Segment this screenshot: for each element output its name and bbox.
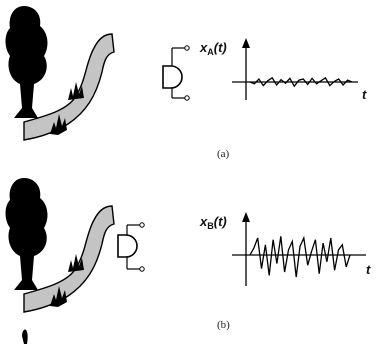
signal-label-a: xA(t)	[199, 40, 227, 57]
tree-icon	[5, 6, 48, 118]
signal-label-b: xB(t)	[199, 214, 227, 231]
tree-icon	[5, 178, 48, 290]
panel-a: xA(t) t (a)	[5, 6, 367, 160]
time-label-a: t	[362, 87, 367, 102]
caption-a: (a)	[217, 148, 230, 160]
microphone-icon	[162, 45, 190, 101]
signal-trace-a	[249, 76, 353, 88]
microphone-icon	[117, 222, 145, 272]
signal-axes-b	[232, 212, 366, 286]
signal-axes-a	[232, 38, 358, 100]
time-label-b: t	[366, 262, 371, 277]
panel-b: xB(t) t (b)	[5, 178, 371, 331]
panel-c-partial	[22, 329, 28, 344]
signal-trace-b	[249, 235, 351, 278]
caption-b: (b)	[217, 319, 230, 331]
